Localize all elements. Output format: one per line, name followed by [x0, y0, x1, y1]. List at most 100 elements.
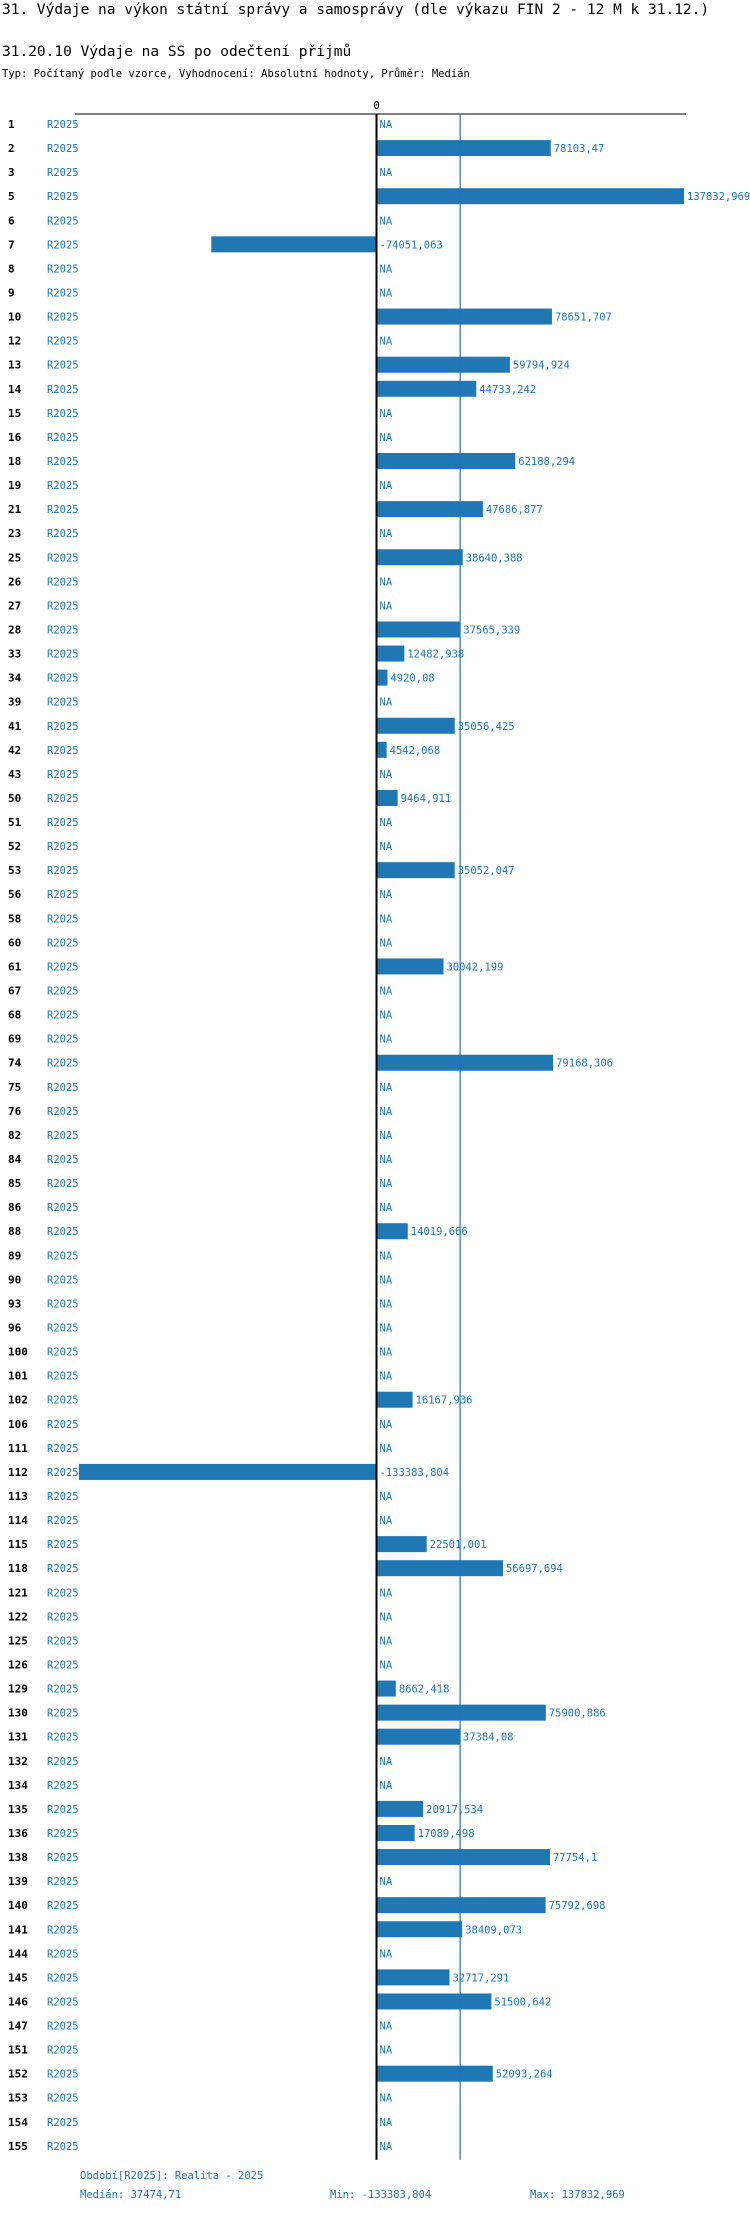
row-label: 51 [8, 816, 22, 829]
row-label: 8 [8, 262, 15, 275]
bar-value-label: NA [380, 2117, 393, 2129]
bar-value-label: 37565,339 [463, 624, 520, 636]
bar [376, 1897, 546, 1914]
row-label: 53 [8, 864, 21, 877]
row-label: 15 [8, 407, 21, 420]
bar [376, 188, 684, 205]
bar-value-label: NA [380, 1876, 393, 1888]
row-period-label: R2025 [47, 1419, 79, 1431]
row-label: 9 [8, 286, 15, 299]
bar-value-label: NA [380, 1082, 393, 1094]
bar-value-label: NA [380, 1659, 393, 1671]
row-label: 129 [8, 1683, 28, 1696]
bar-value-label: 38409,073 [465, 1924, 522, 1936]
row-period-label: R2025 [47, 649, 79, 661]
row-period-label: R2025 [47, 1900, 79, 1912]
row-period-label: R2025 [47, 1563, 79, 1575]
bar-value-label: 37384,08 [463, 1732, 514, 1744]
bar [376, 380, 477, 397]
row-label: 14 [8, 383, 22, 396]
row-period-label: R2025 [47, 576, 79, 588]
row-period-label: R2025 [47, 841, 79, 853]
bar-value-label: 51500,642 [494, 1996, 551, 2008]
row-period-label: R2025 [47, 600, 79, 612]
bar-value-label: NA [380, 1347, 393, 1359]
row-period-label: R2025 [47, 1611, 79, 1623]
row-label: 69 [8, 1033, 21, 1046]
row-period-label: R2025 [47, 1226, 79, 1238]
row-label: 61 [8, 960, 22, 973]
bar-value-label: NA [380, 1154, 393, 1166]
bar [376, 1824, 415, 1841]
row-period-label: R2025 [47, 2021, 79, 2033]
bar-value-label: 38640,388 [466, 552, 523, 564]
row-period-label: R2025 [47, 937, 79, 949]
row-label: 21 [8, 503, 22, 516]
row-period-label: R2025 [47, 480, 79, 492]
row-label: 145 [8, 1971, 28, 1984]
bar-value-label: 14019,666 [411, 1226, 468, 1238]
row-label: 2 [8, 142, 15, 155]
row-label: 89 [8, 1249, 21, 1262]
row-label: 3 [8, 166, 15, 179]
bar [376, 1704, 546, 1721]
bar-value-label: -74051,063 [380, 239, 443, 251]
row-period-label: R2025 [47, 1659, 79, 1671]
bar-value-label: 8662,418 [399, 1684, 450, 1696]
row-label: 134 [8, 1779, 28, 1792]
bar-value-label: 75792,698 [549, 1900, 606, 1912]
bar-value-label: 62188,294 [518, 456, 575, 468]
row-period-label: R2025 [47, 167, 79, 179]
bar-value-label: 35052,047 [458, 865, 515, 877]
bar-value-label: 79168,306 [556, 1058, 613, 1070]
row-label: 152 [8, 2068, 28, 2081]
row-period-label: R2025 [47, 1034, 79, 1046]
row-period-label: R2025 [47, 1347, 79, 1359]
row-label: 155 [8, 2140, 28, 2153]
row-label: 111 [8, 1442, 28, 1455]
bar-value-label: 78651,707 [555, 312, 612, 324]
bar-value-label: NA [380, 1034, 393, 1046]
bar-value-label: 16167,936 [416, 1395, 473, 1407]
row-label: 58 [8, 912, 21, 925]
row-label: 50 [8, 792, 21, 805]
bar-value-label: NA [380, 769, 393, 781]
bar [376, 1223, 408, 1240]
row-period-label: R2025 [47, 673, 79, 685]
row-label: 16 [8, 431, 22, 444]
row-period-label: R2025 [47, 504, 79, 516]
row-period-label: R2025 [47, 1996, 79, 2008]
row-label: 154 [8, 2116, 28, 2129]
row-period-label: R2025 [47, 1972, 79, 1984]
row-label: 144 [8, 1947, 28, 1960]
row-period-label: R2025 [47, 1948, 79, 1960]
row-label: 18 [8, 455, 21, 468]
bar-value-label: 9464,911 [401, 793, 452, 805]
bar [376, 308, 552, 325]
bar-value-label: 22501,001 [430, 1539, 487, 1551]
row-label: 68 [8, 1009, 21, 1022]
row-period-label: R2025 [47, 1708, 79, 1720]
bar-value-label: 12482,938 [407, 649, 464, 661]
row-label: 113 [8, 1490, 28, 1503]
bar [376, 1800, 424, 1817]
row-period-label: R2025 [47, 1058, 79, 1070]
row-label: 139 [8, 1875, 28, 1888]
row-period-label: R2025 [47, 456, 79, 468]
row-period-label: R2025 [47, 721, 79, 733]
bar-value-label: NA [380, 889, 393, 901]
bar [376, 789, 398, 806]
bar-value-label: 32717,291 [452, 1972, 509, 1984]
row-period-label: R2025 [47, 2045, 79, 2057]
row-period-label: R2025 [47, 1852, 79, 1864]
bar-value-label: NA [380, 336, 393, 348]
row-label: 76 [8, 1105, 22, 1118]
row-period-label: R2025 [47, 263, 79, 275]
row-period-label: R2025 [47, 143, 79, 155]
row-label: 56 [8, 888, 22, 901]
row-period-label: R2025 [47, 889, 79, 901]
row-label: 84 [8, 1153, 22, 1166]
row-period-label: R2025 [47, 1491, 79, 1503]
bar-value-label: NA [380, 986, 393, 998]
